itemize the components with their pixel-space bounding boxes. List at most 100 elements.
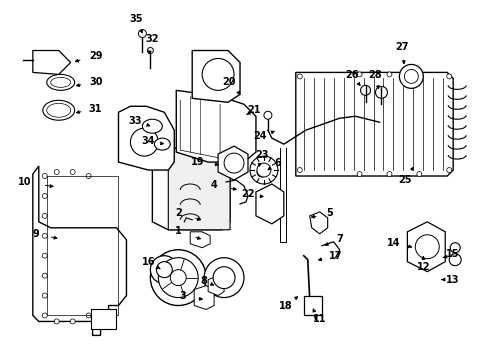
Circle shape xyxy=(448,254,460,266)
Circle shape xyxy=(42,293,47,298)
Text: 32: 32 xyxy=(145,33,159,44)
Ellipse shape xyxy=(142,119,162,133)
Circle shape xyxy=(256,163,270,177)
Polygon shape xyxy=(118,106,174,170)
Polygon shape xyxy=(33,166,126,336)
Text: 15: 15 xyxy=(445,249,458,259)
Circle shape xyxy=(386,72,391,77)
Polygon shape xyxy=(303,296,321,315)
Polygon shape xyxy=(295,72,452,176)
Circle shape xyxy=(42,193,47,198)
Circle shape xyxy=(138,30,146,37)
Circle shape xyxy=(446,167,451,172)
Circle shape xyxy=(42,233,47,238)
Text: 30: 30 xyxy=(90,77,103,87)
Circle shape xyxy=(42,174,47,179)
Text: 13: 13 xyxy=(445,275,458,285)
Circle shape xyxy=(416,171,421,176)
Circle shape xyxy=(42,213,47,219)
Circle shape xyxy=(213,267,235,289)
Ellipse shape xyxy=(154,138,170,150)
Circle shape xyxy=(203,258,244,298)
Text: 20: 20 xyxy=(222,77,235,87)
Text: 9: 9 xyxy=(32,229,39,239)
Circle shape xyxy=(375,86,386,98)
Polygon shape xyxy=(255,184,283,224)
Text: 17: 17 xyxy=(328,251,342,261)
Text: 19: 19 xyxy=(191,157,204,167)
Circle shape xyxy=(158,258,198,298)
Text: 21: 21 xyxy=(247,105,260,115)
Polygon shape xyxy=(176,90,255,162)
Text: 28: 28 xyxy=(368,71,382,80)
Text: 4: 4 xyxy=(210,180,217,190)
Circle shape xyxy=(449,243,459,253)
Circle shape xyxy=(202,58,234,90)
Text: 11: 11 xyxy=(312,314,326,324)
Circle shape xyxy=(170,270,186,285)
Circle shape xyxy=(256,167,266,177)
Text: 5: 5 xyxy=(325,208,332,218)
Text: 23: 23 xyxy=(255,150,268,160)
Circle shape xyxy=(386,171,391,176)
Text: 22: 22 xyxy=(241,189,254,199)
Text: 25: 25 xyxy=(398,175,411,185)
Circle shape xyxy=(54,170,59,175)
Ellipse shape xyxy=(51,77,71,87)
Polygon shape xyxy=(192,50,240,102)
Polygon shape xyxy=(33,50,71,75)
Polygon shape xyxy=(407,222,444,272)
Circle shape xyxy=(404,69,417,84)
Circle shape xyxy=(264,111,271,119)
Circle shape xyxy=(356,72,361,77)
Circle shape xyxy=(147,48,153,54)
Text: 24: 24 xyxy=(253,131,266,141)
Text: 7: 7 xyxy=(336,234,342,244)
Text: 14: 14 xyxy=(386,238,399,248)
Text: 18: 18 xyxy=(279,301,292,311)
Circle shape xyxy=(416,72,421,77)
Circle shape xyxy=(130,128,158,156)
Circle shape xyxy=(156,262,172,278)
Ellipse shape xyxy=(47,75,75,90)
Text: 1: 1 xyxy=(175,226,181,236)
Text: 35: 35 xyxy=(129,14,143,24)
Text: 8: 8 xyxy=(200,276,207,285)
Text: 3: 3 xyxy=(180,291,186,301)
Text: 34: 34 xyxy=(142,136,155,146)
Circle shape xyxy=(86,174,91,179)
Circle shape xyxy=(70,170,75,175)
Circle shape xyxy=(399,64,423,88)
Circle shape xyxy=(42,273,47,278)
Text: 16: 16 xyxy=(142,257,155,267)
Polygon shape xyxy=(309,212,327,234)
Circle shape xyxy=(86,313,91,318)
Text: 10: 10 xyxy=(18,177,32,187)
Circle shape xyxy=(297,167,302,172)
Circle shape xyxy=(224,153,244,173)
Circle shape xyxy=(414,235,438,259)
Text: 33: 33 xyxy=(128,116,142,126)
Polygon shape xyxy=(190,232,210,248)
Circle shape xyxy=(249,156,277,184)
Text: 27: 27 xyxy=(395,41,408,51)
Ellipse shape xyxy=(42,100,75,120)
Polygon shape xyxy=(168,148,229,230)
Text: 12: 12 xyxy=(416,262,429,272)
Circle shape xyxy=(150,256,178,284)
Circle shape xyxy=(297,74,302,79)
Circle shape xyxy=(42,313,47,318)
Text: 26: 26 xyxy=(344,71,358,80)
Circle shape xyxy=(150,250,206,306)
Circle shape xyxy=(356,171,361,176)
Polygon shape xyxy=(152,142,229,230)
Circle shape xyxy=(446,74,451,79)
Circle shape xyxy=(42,253,47,258)
Text: 2: 2 xyxy=(175,208,181,218)
Circle shape xyxy=(360,85,370,95)
Ellipse shape xyxy=(47,103,71,117)
Polygon shape xyxy=(218,146,247,180)
Text: 29: 29 xyxy=(89,51,102,62)
Circle shape xyxy=(70,319,75,324)
Circle shape xyxy=(54,319,59,324)
